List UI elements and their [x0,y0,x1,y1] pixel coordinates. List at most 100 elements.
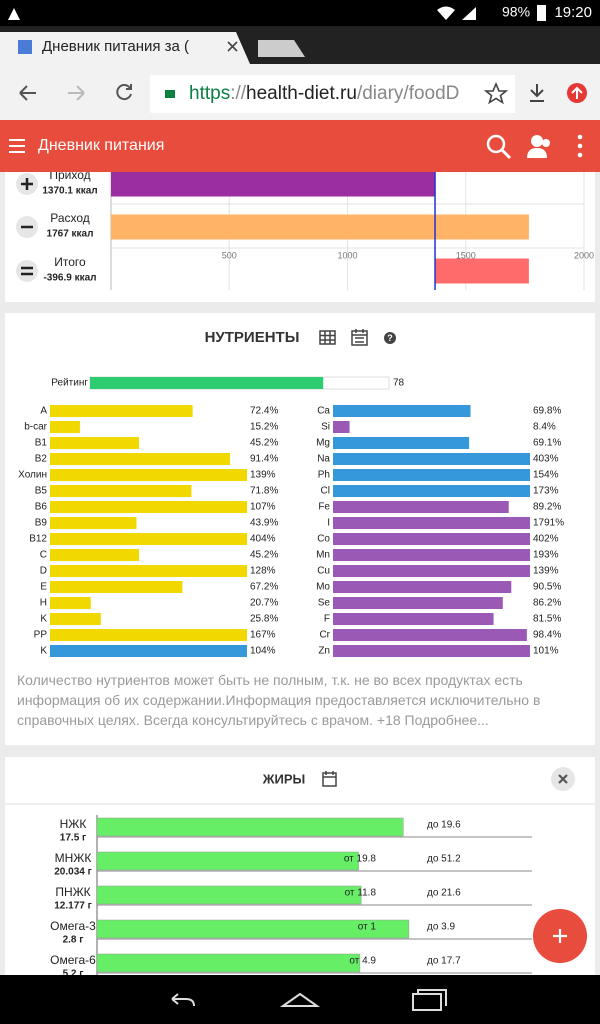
nav-recents[interactable] [412,989,447,1011]
nutrient-label: Se [318,598,331,609]
min-label: от 4.9 [349,956,376,967]
row-value: -396.9 ккал [43,273,96,284]
nutrient-label: Cu [317,566,330,577]
x-tick-label: 2000 [574,250,594,260]
calendar-icon[interactable] [351,329,368,346]
nutrient-value: 91.4% [250,454,278,465]
nutrient-bar [50,597,91,609]
url-fade [477,75,515,113]
nutrient-value: 25.8% [250,614,278,625]
nutrient-value: 167% [250,630,276,641]
fats-chart: ЖИРЫ НЖК 17.5 г до 19.6 МНЖК 20.034 г от 19.8… [5,767,595,980]
menu-button[interactable] [9,139,25,153]
nutrient-value: 404% [250,534,276,545]
fat-value: 12.177 г [54,901,92,912]
url-sep: :// [230,83,247,104]
active-tab[interactable] [0,32,250,64]
bookmark-button[interactable] [483,81,509,105]
wifi-icon [437,6,455,20]
nutrient-bar [50,517,137,529]
nutrient-bar [50,485,192,497]
lock-icon [165,90,175,98]
search-button[interactable] [486,134,512,160]
update-arrow [571,86,583,99]
nutrient-value: 89.2% [533,502,561,513]
rating-label: Рейтинг [51,378,88,389]
nav-back[interactable] [171,993,195,1007]
nutrient-label: Na [317,454,330,465]
nutrient-value: 69.8% [533,406,561,417]
help-icon[interactable] [384,332,396,344]
fats-card [5,757,595,987]
max-label: до 51.2 [427,854,461,865]
nutrient-value: 101% [533,646,559,657]
nutrient-bar [333,645,530,657]
row-value: 1370.1 ккал [42,186,97,197]
fat-name: Омега-6 [50,953,96,967]
bar [435,258,529,284]
calendar-icon[interactable] [322,771,337,787]
nutrient-value: 45.2% [250,550,278,561]
nutrient-value: 8.4% [533,422,556,433]
nutrient-label: PP [34,630,48,641]
nutrient-label: Co [317,534,330,545]
url-box[interactable] [150,75,515,113]
nav-home[interactable] [279,992,321,1007]
app-bar [0,120,600,172]
nutrient-label: E [40,582,47,593]
status-bar [0,0,600,26]
nutrient-bar [333,437,470,449]
nutrient-label: B5 [35,486,48,497]
tab-close[interactable] [227,41,238,52]
total-button[interactable] [16,260,38,282]
nutrient-label: Mn [316,550,330,561]
nutrient-bar [333,453,530,465]
nutrient-value: 15.2% [250,422,278,433]
nutrient-label: B2 [35,454,48,465]
back-button[interactable] [19,85,36,101]
nutrient-label: Mo [316,582,330,593]
nutrient-label: K [40,646,47,657]
fat-bar [97,817,404,837]
url: https://health-diet.ru/diary/foodD [189,83,459,104]
nutrient-value: 154% [533,470,559,481]
x-tick-label: 1500 [456,250,476,260]
nutrient-value: 98.4% [533,630,561,641]
fat-value: 2.8 г [63,935,84,946]
nutrient-label: Mg [316,438,330,449]
more-button[interactable] [577,134,583,158]
users-button[interactable] [527,135,550,158]
nutrient-bar [333,597,503,609]
nutrient-label: K [40,614,47,625]
min-label: от 19.8 [344,854,377,865]
help-glyph: ? [387,333,393,343]
max-label: до 3.9 [427,922,456,933]
nutrient-bar [333,501,509,513]
nutrient-label: A [40,406,47,417]
forward-button[interactable] [68,85,85,101]
bar [111,214,529,240]
download-button[interactable] [530,84,544,102]
reload-button[interactable] [116,84,132,101]
table-icon[interactable] [319,330,336,345]
fat-name: МНЖК [55,851,92,865]
nutrient-bar [333,469,530,481]
fat-name: ПНЖК [55,885,90,899]
max-label: до 17.7 [427,956,461,967]
nutrient-bar [50,469,247,481]
nutrient-value: 45.2% [250,438,278,449]
fat-bar [97,919,410,939]
fat-bar [97,851,359,871]
nutrient-value: 43.9% [250,518,278,529]
new-tab[interactable] [258,40,305,57]
nutrient-label: B1 [35,438,48,449]
rating-bar [90,377,324,389]
nutrient-bar [333,485,530,497]
favicon [18,40,32,54]
url-path: /diary/foodD [357,83,459,104]
nutrient-bar [50,613,101,625]
nutrient-bar [50,645,247,657]
app-title: Дневник питания [38,137,164,154]
tab-title: Дневник питания за ( [42,38,189,55]
